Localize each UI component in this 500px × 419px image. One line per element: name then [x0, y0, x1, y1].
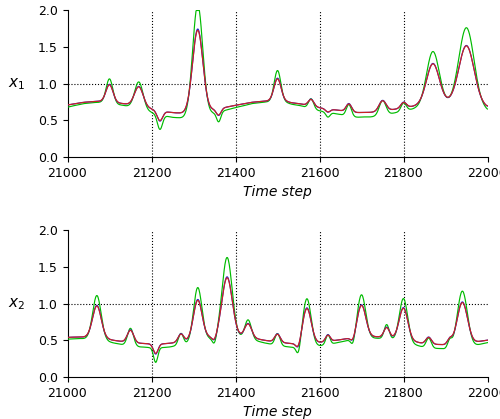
Y-axis label: $x_1$: $x_1$	[8, 76, 25, 92]
X-axis label: Time step: Time step	[243, 405, 312, 419]
X-axis label: Time step: Time step	[243, 185, 312, 199]
Y-axis label: $x_2$: $x_2$	[8, 296, 25, 312]
